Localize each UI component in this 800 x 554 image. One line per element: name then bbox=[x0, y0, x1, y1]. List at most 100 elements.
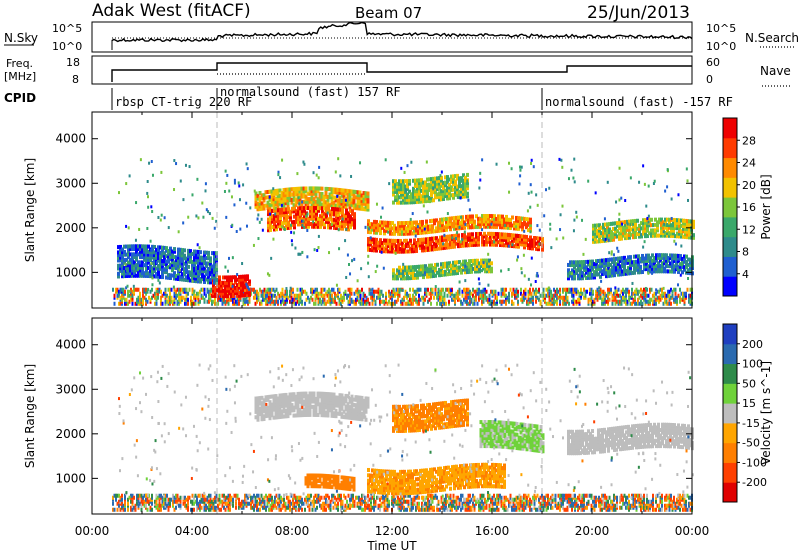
data-cell bbox=[431, 289, 434, 294]
data-cell bbox=[432, 176, 435, 181]
data-cell bbox=[682, 218, 685, 223]
data-cell bbox=[369, 222, 372, 227]
data-cell bbox=[657, 261, 660, 266]
data-cell bbox=[306, 191, 310, 196]
data-cell bbox=[127, 273, 130, 278]
data-cell bbox=[416, 225, 419, 229]
data-cell bbox=[143, 257, 146, 262]
data-cell bbox=[444, 272, 447, 277]
data-cell bbox=[130, 293, 132, 298]
data-cell bbox=[527, 243, 530, 248]
data-cell bbox=[604, 230, 607, 235]
data-cell bbox=[281, 287, 284, 292]
data-cell bbox=[214, 286, 217, 291]
data-cell bbox=[443, 235, 446, 240]
data-cell bbox=[338, 299, 341, 304]
data-cell bbox=[529, 297, 531, 302]
data-cell bbox=[362, 301, 365, 306]
data-cell bbox=[591, 275, 594, 280]
data-cell bbox=[422, 297, 425, 302]
data-cell bbox=[467, 289, 470, 294]
data-cell bbox=[620, 289, 623, 294]
data-cell bbox=[462, 173, 465, 178]
data-cell bbox=[280, 196, 284, 201]
data-cell bbox=[450, 177, 453, 182]
data-cell bbox=[527, 237, 530, 242]
data-cell bbox=[215, 219, 218, 223]
data-cell bbox=[550, 299, 552, 304]
data-cell bbox=[438, 191, 441, 195]
data-cell bbox=[374, 289, 377, 294]
data-cell bbox=[420, 269, 423, 274]
data-cell bbox=[688, 235, 691, 240]
data-cell bbox=[396, 184, 399, 189]
data-cell bbox=[452, 174, 455, 179]
data-cell bbox=[213, 226, 216, 230]
data-cell bbox=[439, 297, 441, 302]
data-cell bbox=[623, 297, 626, 302]
data-cell bbox=[494, 295, 497, 300]
data-cell bbox=[167, 299, 170, 304]
data-cell bbox=[594, 227, 597, 231]
data-cell bbox=[488, 293, 491, 298]
data-cell bbox=[445, 227, 448, 232]
data-cell bbox=[635, 267, 638, 272]
data-cell bbox=[412, 197, 415, 202]
data-cell bbox=[642, 245, 645, 249]
data-cell bbox=[152, 293, 155, 298]
data-cell bbox=[530, 256, 533, 260]
data-cell bbox=[445, 219, 448, 224]
data-cell bbox=[438, 267, 441, 272]
data-cell bbox=[491, 214, 494, 219]
data-cell bbox=[466, 262, 469, 267]
data-cell bbox=[629, 265, 632, 270]
data-cell bbox=[522, 253, 525, 257]
data-cell bbox=[692, 233, 695, 238]
freq-trace bbox=[111, 62, 692, 82]
data-cell bbox=[432, 182, 435, 187]
data-cell bbox=[481, 237, 484, 242]
data-cell bbox=[617, 261, 620, 266]
data-cell bbox=[121, 258, 124, 263]
data-cell bbox=[460, 178, 463, 183]
data-cell bbox=[457, 297, 459, 302]
data-cell bbox=[328, 299, 330, 304]
data-cell bbox=[151, 295, 153, 300]
data-cell bbox=[271, 225, 274, 230]
data-cell bbox=[285, 215, 288, 220]
data-cell bbox=[672, 231, 675, 236]
data-cell bbox=[453, 239, 456, 244]
data-cell bbox=[639, 267, 642, 272]
data-cell bbox=[269, 222, 272, 227]
data-cell bbox=[277, 291, 279, 296]
data-cell bbox=[131, 268, 134, 273]
data-cell bbox=[458, 181, 461, 186]
data-cell bbox=[654, 233, 657, 238]
data-cell bbox=[689, 257, 692, 262]
data-cell bbox=[692, 222, 695, 227]
data-cell bbox=[314, 297, 317, 302]
data-cell bbox=[127, 249, 130, 254]
data-cell bbox=[464, 291, 467, 296]
data-cell bbox=[281, 207, 284, 212]
data-cell bbox=[302, 219, 305, 223]
data-cell bbox=[179, 297, 182, 302]
data-cell bbox=[646, 217, 649, 222]
data-cell bbox=[328, 203, 332, 208]
data-cell bbox=[396, 192, 399, 197]
data-cell bbox=[392, 189, 395, 194]
data-cell bbox=[244, 297, 246, 302]
data-cell bbox=[643, 240, 646, 244]
data-cell bbox=[375, 240, 378, 245]
data-cell bbox=[523, 222, 526, 227]
data-cell bbox=[371, 248, 374, 253]
data-cell bbox=[283, 299, 285, 304]
data-cell bbox=[507, 268, 510, 272]
data-cell bbox=[122, 289, 125, 294]
data-cell bbox=[512, 291, 515, 296]
data-cell bbox=[398, 200, 401, 205]
data-cell bbox=[283, 227, 286, 231]
data-cell bbox=[625, 258, 628, 263]
data-cell bbox=[685, 293, 687, 298]
data-cell bbox=[680, 231, 683, 236]
